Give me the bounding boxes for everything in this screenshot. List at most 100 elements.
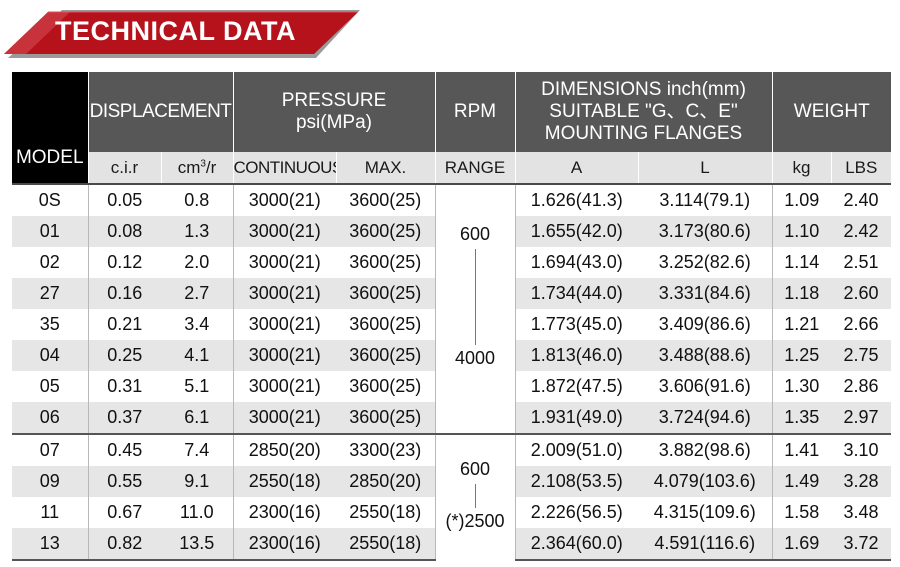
cell-max: 2550(18) <box>336 497 435 528</box>
cell-a: 2.108(53.5) <box>514 466 638 497</box>
cell-a: 1.813(46.0) <box>514 340 638 371</box>
cell-cm3r: 4.1 <box>161 340 233 371</box>
cell-cir: 0.45 <box>87 433 161 466</box>
table-row: 01 0.08 1.3 3000(21) 3600(25) 1.655(42.0) 3.17… <box>12 216 892 247</box>
cell-cont: 3000(21) <box>232 216 336 247</box>
cell-a: 2.364(60.0) <box>514 528 638 561</box>
cell-max: 2850(20) <box>336 466 435 497</box>
rpm-max: (*)2500 <box>445 510 505 531</box>
cell-lbs: 2.60 <box>831 278 892 309</box>
cell-a: 1.734(44.0) <box>514 278 638 309</box>
subheader-cm3r-sup: 3 <box>200 157 206 169</box>
cell-kg: 1.58 <box>771 497 832 528</box>
cell-max: 3600(25) <box>336 216 435 247</box>
table-row: 13 0.82 13.5 2300(16) 2550(18) 2.364(60.0) 4.5… <box>12 528 892 561</box>
header-row-sub: c.i.r cm3/r CONTINUOUS MAX. RANGE A L kg… <box>12 152 892 185</box>
table-body-group-2: 07 0.45 7.4 2850(20) 3300(23) 600 (*)2500 2.009… <box>12 433 892 561</box>
cell-cont: 3000(21) <box>232 371 336 402</box>
cell-l: 4.079(103.6) <box>638 466 773 497</box>
cell-lbs: 2.66 <box>831 309 892 340</box>
cell-a: 2.009(51.0) <box>514 433 638 466</box>
cell-lbs: 2.86 <box>831 371 892 402</box>
cell-lbs: 2.51 <box>831 247 892 278</box>
header-pressure-line2: psi(MPa) <box>295 112 372 133</box>
cell-max: 3600(25) <box>336 309 435 340</box>
cell-lbs: 3.48 <box>831 497 892 528</box>
cell-cm3r: 1.3 <box>161 216 233 247</box>
cell-kg: 1.14 <box>771 247 832 278</box>
cell-model: 05 <box>12 371 88 402</box>
cell-l: 3.606(91.6) <box>638 371 773 402</box>
cell-cir: 0.55 <box>87 466 161 497</box>
header-weight: WEIGHT <box>771 72 892 152</box>
cell-max: 3600(25) <box>336 184 435 216</box>
cell-lbs: 3.72 <box>831 528 892 561</box>
cell-cir: 0.08 <box>87 216 161 247</box>
cell-cm3r: 6.1 <box>161 402 233 434</box>
rpm-range-cell: 600 (*)2500 <box>434 433 515 560</box>
table-row: 04 0.25 4.1 3000(21) 3600(25) 1.813(46.0) 3.48… <box>12 340 892 371</box>
rpm-max: 4000 <box>454 347 496 368</box>
cell-lbs: 2.97 <box>831 402 892 434</box>
cell-cir: 0.31 <box>87 371 161 402</box>
table-row: 35 0.21 3.4 3000(21) 3600(25) 1.773(45.0) 3.40… <box>12 309 892 340</box>
table-row: 09 0.55 9.1 2550(18) 2850(20) 2.108(53.5) 4.07… <box>12 466 892 497</box>
rpm-range: 600 4000 <box>436 185 515 433</box>
cell-cir: 0.67 <box>87 497 161 528</box>
cell-a: 1.694(43.0) <box>514 247 638 278</box>
table-row: 05 0.31 5.1 3000(21) 3600(25) 1.872(47.5) 3.60… <box>12 371 892 402</box>
cell-cm3r: 11.0 <box>161 497 233 528</box>
header-model: MODEL <box>12 72 88 185</box>
cell-l: 3.252(82.6) <box>638 247 773 278</box>
cell-max: 3300(23) <box>336 433 435 466</box>
cell-l: 3.882(98.6) <box>638 433 773 466</box>
banner-title: TECHNICAL DATA <box>55 16 296 46</box>
cell-kg: 1.18 <box>771 278 832 309</box>
table-row: 06 0.37 6.1 3000(21) 3600(25) 1.931(49.0) 3.72… <box>12 402 892 434</box>
banner-shape <box>4 10 360 58</box>
cell-cont: 3000(21) <box>232 184 336 216</box>
cell-l: 3.331(84.6) <box>638 278 773 309</box>
cell-model: 27 <box>12 278 88 309</box>
cell-cir: 0.25 <box>87 340 161 371</box>
cell-lbs: 2.42 <box>831 216 892 247</box>
cell-a: 1.872(47.5) <box>514 371 638 402</box>
cell-cm3r: 2.7 <box>161 278 233 309</box>
rpm-min: 600 <box>459 458 491 479</box>
cell-cont: 3000(21) <box>232 402 336 434</box>
cell-max: 3600(25) <box>336 247 435 278</box>
cell-cont: 3000(21) <box>232 309 336 340</box>
cell-cm3r: 3.4 <box>161 309 233 340</box>
header-pressure: PRESSURE psi(MPa) <box>232 72 435 152</box>
table-row: 11 0.67 11.0 2300(16) 2550(18) 2.226(56.5) 4.3… <box>12 497 892 528</box>
table-row: 27 0.16 2.7 3000(21) 3600(25) 1.734(44.0) 3.33… <box>12 278 892 309</box>
cell-lbs: 2.75 <box>831 340 892 371</box>
cell-model: 02 <box>12 247 88 278</box>
cell-cir: 0.82 <box>87 528 161 561</box>
cell-cont: 3000(21) <box>232 247 336 278</box>
cell-cont: 3000(21) <box>232 340 336 371</box>
cell-max: 2550(18) <box>336 528 435 561</box>
subheader-continuous: CONTINUOUS <box>232 152 336 185</box>
cell-lbs: 3.10 <box>831 433 892 466</box>
subheader-lbs: LBS <box>830 152 892 185</box>
cell-cont: 2300(16) <box>232 497 336 528</box>
cell-kg: 1.09 <box>771 184 832 216</box>
cell-cm3r: 9.1 <box>161 466 233 497</box>
cell-model: 09 <box>12 466 88 497</box>
cell-cir: 0.05 <box>87 184 161 216</box>
cell-max: 3600(25) <box>336 371 435 402</box>
table-body-group-1: 0S 0.05 0.8 3000(21) 3600(25) 600 4000 1.626(41… <box>12 184 892 434</box>
subheader-cm3r-tail: /r <box>205 157 217 177</box>
cell-l: 3.488(88.6) <box>638 340 773 371</box>
table-row: 07 0.45 7.4 2850(20) 3300(23) 600 (*)2500 2.009… <box>12 433 892 560</box>
cell-l: 4.315(109.6) <box>638 497 773 528</box>
cell-kg: 1.69 <box>771 528 832 561</box>
cell-cont: 2550(18) <box>232 466 336 497</box>
cell-a: 1.626(41.3) <box>514 184 638 216</box>
cell-cont: 3000(21) <box>232 278 336 309</box>
header-pressure-line1: PRESSURE <box>281 90 387 111</box>
cell-kg: 1.21 <box>771 309 832 340</box>
cell-cm3r: 0.8 <box>161 184 233 216</box>
cell-kg: 1.41 <box>771 433 832 466</box>
